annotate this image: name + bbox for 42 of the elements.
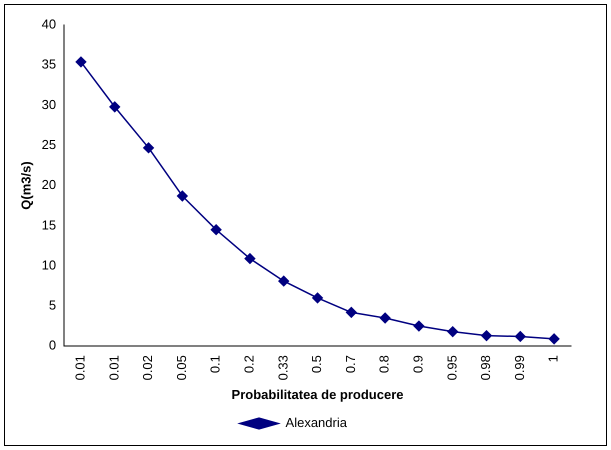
y-tick-label: 15 [42,217,56,232]
y-tick-label: 0 [48,338,56,353]
point [447,326,458,338]
y-tick-label: 35 [42,56,56,72]
x-tick-label: 0.98 [478,355,494,380]
point [514,330,526,342]
point [176,190,188,202]
y-tick-label: 5 [48,298,56,313]
point [109,101,120,112]
point [548,333,560,344]
x-axis-title: Probabilitatea de producere [232,386,404,402]
y-axis-title: Q(m3/s) [18,161,34,210]
x-tick-label: 0.7 [342,355,358,374]
legend-label: Alexandria [286,415,348,430]
point [278,276,290,287]
x-tick-label: 0.33 [275,355,290,380]
y-tick-label: 40 [42,16,56,32]
x-tick-label: 0.9 [410,355,426,374]
x-tick-label: 1 [546,355,561,362]
x-tick-label: 0.05 [174,355,189,380]
x-tick-label: 0.5 [309,355,324,374]
x-tick-label: 0.95 [444,355,460,380]
x-tick-label: 0.02 [140,355,156,380]
point [210,224,222,236]
point [413,320,424,332]
x-tick-label: 0.01 [72,355,88,380]
point [312,292,324,304]
x-tick-label: 0.99 [512,355,527,380]
y-tick-label: 10 [42,257,56,272]
point [75,56,86,68]
point [380,312,391,324]
x-tick-label: 0.2 [242,355,257,374]
y-tick-label: 30 [42,96,56,112]
x-tick-label: 0.01 [106,355,122,380]
x-tick-label: 0.8 [376,355,392,374]
point [346,306,357,318]
y-tick-label: 20 [42,177,56,192]
point [143,142,154,154]
point [481,330,492,342]
point [244,253,256,264]
y-tick-label: 25 [42,136,56,152]
x-tick-label: 0.1 [208,355,223,374]
